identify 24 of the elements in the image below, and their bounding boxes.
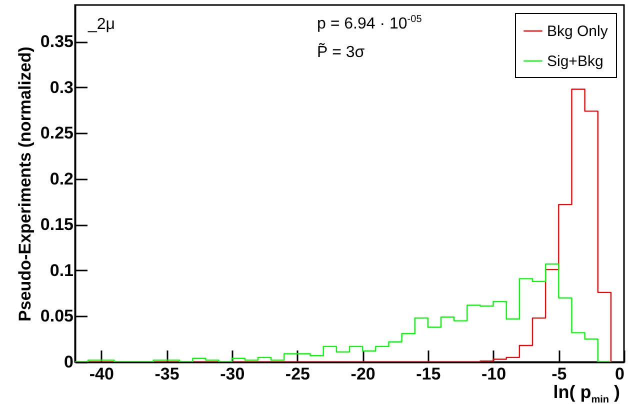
y-tick-label: 0.05 <box>40 306 74 326</box>
y-axis-title: Pseudo-Experiments (normalized) <box>15 46 34 322</box>
y-tick-label: 0 <box>64 352 74 372</box>
x-tick-label: -25 <box>285 364 310 384</box>
annotation: p = 6.94 · 10$^{-05}$ <box>317 14 422 34</box>
x-tick-label: -35 <box>154 364 180 384</box>
y-tick-label: 0.25 <box>40 124 74 143</box>
y-tick-label: 0.1 <box>50 260 74 280</box>
legend-label: Sig+Bkg <box>547 53 604 70</box>
annotation: _2μ <box>88 16 116 34</box>
x-tick-label: -10 <box>481 364 506 384</box>
x-tick-label: -20 <box>350 364 376 384</box>
x-tick-label: -5 <box>552 364 567 384</box>
y-tick-label: 0.15 <box>40 215 74 234</box>
x-tick-label: 0 <box>615 364 624 384</box>
x-axis-title: ln( p$_{min}$ ) <box>553 382 620 406</box>
x-tick-label: -40 <box>89 364 114 384</box>
y-tick-label: 0.35 <box>40 32 74 52</box>
x-tick-label: -30 <box>220 364 245 384</box>
y-tick-label: 0.2 <box>50 169 74 188</box>
x-tick-label: -15 <box>416 364 441 384</box>
y-tick-label: 0.3 <box>50 78 74 97</box>
legend-label: Bkg Only <box>547 23 608 40</box>
annotation: P̃ = 3σ <box>317 44 365 62</box>
